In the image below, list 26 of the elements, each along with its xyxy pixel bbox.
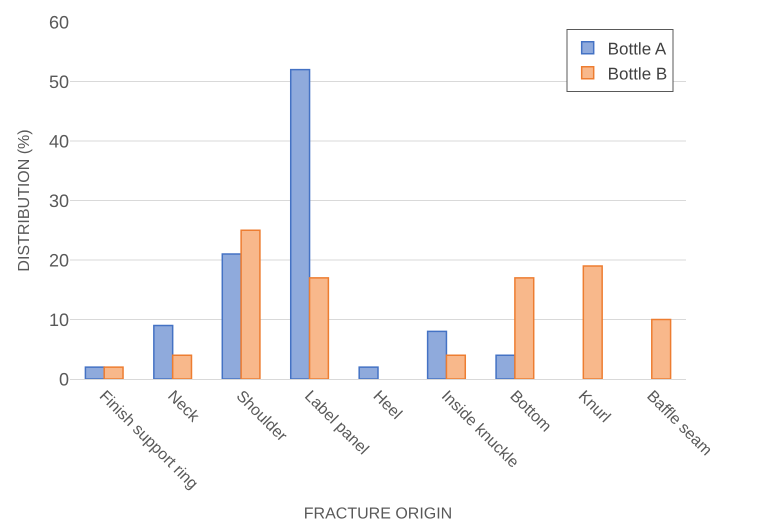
- y-tick-label: 30: [48, 190, 69, 211]
- y-tick-label: 0: [58, 369, 69, 390]
- bar: [582, 265, 603, 379]
- bar: [446, 354, 466, 379]
- bar: [172, 354, 192, 379]
- y-tick-label: 60: [48, 12, 69, 32]
- bar: [358, 366, 379, 379]
- bar: [308, 277, 330, 379]
- y-tick-label: 20: [48, 250, 69, 270]
- y-tick-label: 50: [48, 72, 69, 92]
- bar: [426, 330, 448, 379]
- bar: [153, 324, 174, 379]
- y-tick-label: 10: [48, 310, 69, 330]
- bar: [514, 277, 534, 379]
- bar: [84, 366, 105, 379]
- legend-label: Bottle A: [608, 39, 667, 58]
- bar: [103, 366, 124, 379]
- bar: [240, 230, 261, 379]
- bar: [495, 354, 516, 379]
- bar: [290, 68, 310, 379]
- bar: [651, 318, 672, 379]
- y-tick-label: 40: [48, 131, 69, 152]
- y-axis-title: DISTRIBUTION (%): [16, 129, 33, 272]
- legend-label: Bottle B: [608, 64, 668, 84]
- bar: [222, 253, 242, 379]
- x-axis-title: FRACTURE ORIGIN: [304, 505, 452, 522]
